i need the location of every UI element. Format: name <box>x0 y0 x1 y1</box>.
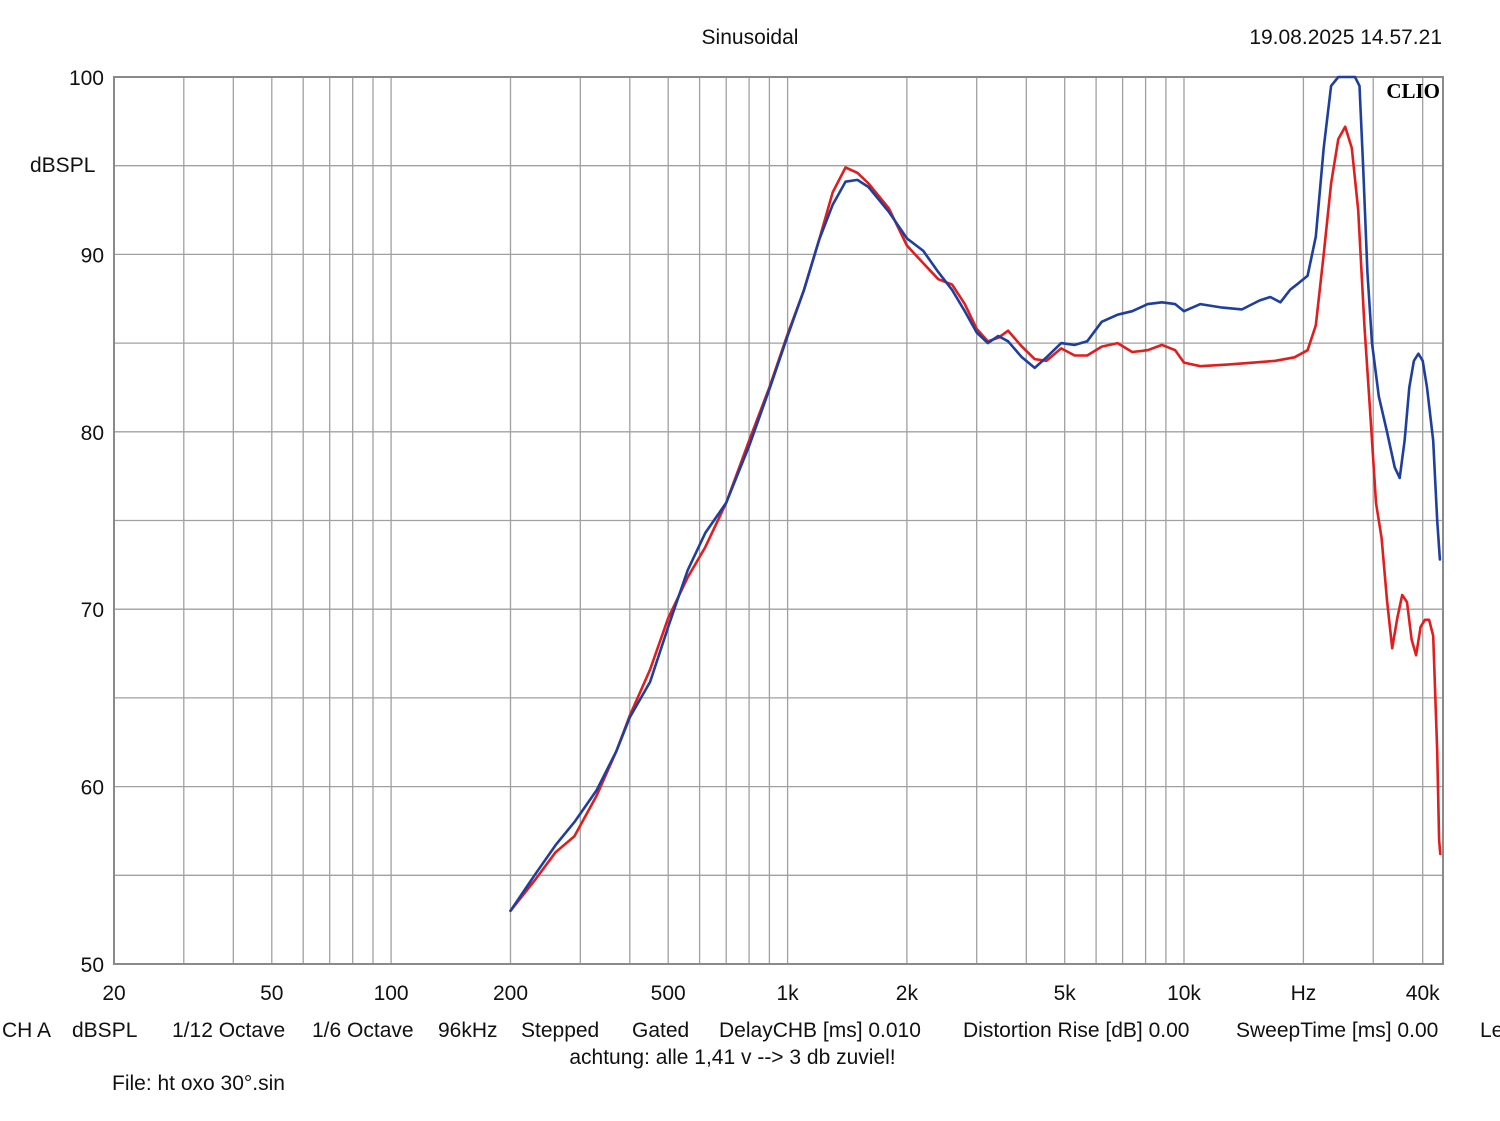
blue-response-line <box>509 75 1442 913</box>
x-tick-label: 20 <box>102 982 125 1005</box>
y-tick-label: 70 <box>81 599 104 622</box>
measurement-note: achtung: alle 1,41 v --> 3 db zuviel! <box>569 1046 896 1069</box>
smoothing-label: 1/12 Octave <box>172 1019 286 1042</box>
resolution-label: 1/6 Octave <box>312 1019 414 1042</box>
x-tick-label: 2k <box>896 982 919 1005</box>
x-tick-label: 1k <box>777 982 800 1005</box>
y-tick-label: 80 <box>81 422 104 445</box>
x-tick-label: Hz <box>1291 982 1317 1005</box>
y-tick-label: 100 <box>69 67 104 90</box>
distortion-rise-label: Distortion Rise [dB] 0.00 <box>963 1019 1190 1042</box>
plot-frame <box>113 76 1444 965</box>
x-tick-label: 200 <box>493 982 528 1005</box>
x-tick-label: 10k <box>1167 982 1201 1005</box>
x-tick-label: 5k <box>1054 982 1077 1005</box>
chart-title: Sinusoidal <box>701 26 799 49</box>
x-tick-labels: 20 50 100 200 500 1k 2k 5k 10k Hz 40k <box>102 982 1440 1005</box>
x-tick-label: 100 <box>374 982 409 1005</box>
x-tick-label: 500 <box>651 982 686 1005</box>
x-tick-label: 40k <box>1406 982 1440 1005</box>
delay-label: DelayCHB [ms] 0.010 <box>719 1019 921 1042</box>
y-tick-label: 50 <box>81 954 104 977</box>
y-tick-label: 60 <box>81 777 104 800</box>
y-axis-unit-label: dBSPL <box>30 154 96 177</box>
file-name: File: ht oxo 30°.sin <box>112 1072 285 1095</box>
timestamp: 19.08.2025 14.57.21 <box>1249 26 1442 49</box>
red-response-line <box>509 125 1442 913</box>
sweep-mode-label: Stepped <box>521 1019 600 1042</box>
x-tick-label: 50 <box>260 982 283 1005</box>
channel-label: CH A <box>2 1019 52 1042</box>
grid-lines <box>114 77 1443 964</box>
series-lines <box>509 75 1442 913</box>
sample-rate-label: 96kHz <box>438 1019 498 1042</box>
y-tick-label: 90 <box>81 244 104 267</box>
truncated-label: Le <box>1480 1019 1500 1042</box>
sweep-time-label: SweepTime [ms] 0.00 <box>1236 1019 1439 1042</box>
unit-label: dBSPL <box>72 1019 138 1042</box>
clio-logo: CLIO <box>1386 79 1440 103</box>
y-tick-labels: 100 90 80 70 60 50 <box>69 67 104 977</box>
measurement-settings-bar: CH A dBSPL 1/12 Octave 1/6 Octave 96kHz … <box>0 1019 1500 1045</box>
gating-label: Gated <box>632 1019 690 1042</box>
